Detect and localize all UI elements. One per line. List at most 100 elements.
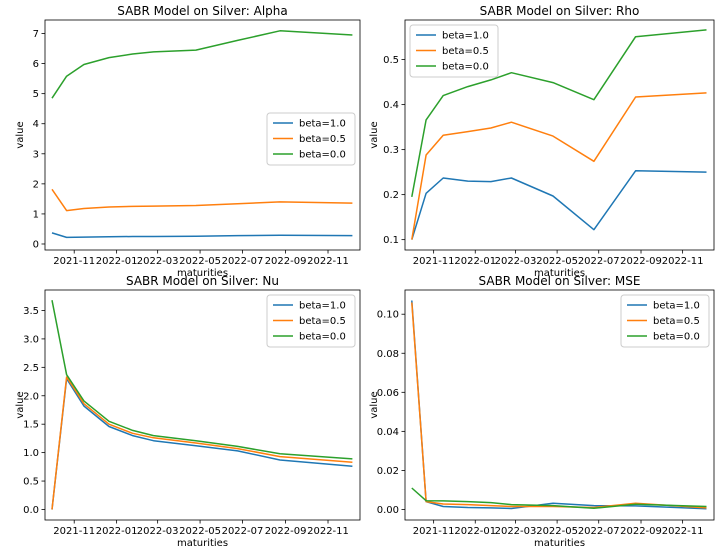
- y-tick-label: 0.10: [377, 310, 399, 321]
- y-tick-label: 0.06: [377, 388, 399, 399]
- legend-label: beta=0.0: [299, 332, 346, 343]
- series-line-beta=1.0: [51, 377, 353, 510]
- x-tick-label: 2022-07: [578, 526, 620, 537]
- y-tick-label: 2: [33, 179, 39, 190]
- x-tick-label: 2022-03: [137, 526, 179, 537]
- y-tick-label: 0.1: [383, 235, 399, 246]
- x-tick-label: 2021-11: [413, 256, 455, 267]
- x-axis-label: maturities: [177, 268, 228, 279]
- y-tick-label: 0.04: [377, 427, 399, 438]
- y-tick-label: 3: [33, 149, 39, 160]
- x-tick-label: 2022-09: [265, 526, 307, 537]
- x-tick-label: 2022-09: [620, 526, 662, 537]
- x-tick-label: 2022-09: [620, 256, 662, 267]
- legend-label: beta=1.0: [299, 119, 346, 130]
- legend: beta=1.0 beta=0.5 beta=0.0: [266, 294, 356, 348]
- series-line-beta=0.0: [51, 300, 353, 460]
- y-axis-label: value: [15, 121, 26, 148]
- y-tick-label: 2.0: [23, 391, 39, 402]
- legend-label: beta=0.5: [653, 316, 700, 327]
- y-tick-label: 3.5: [23, 306, 39, 317]
- series-line-beta=1.0: [411, 170, 707, 240]
- x-tick-label: 2022-03: [137, 256, 179, 267]
- x-tick-label: 2022-11: [662, 256, 704, 267]
- series-line-beta=0.5: [411, 302, 707, 509]
- y-axis-label: value: [15, 391, 26, 418]
- x-tick-label: 2022-03: [495, 526, 537, 537]
- x-tick-label: 2022-01: [454, 526, 496, 537]
- legend-label: beta=1.0: [653, 301, 700, 312]
- legend-label: beta=1.0: [442, 31, 489, 42]
- legend-label: beta=0.5: [299, 134, 346, 145]
- legend-label: beta=0.0: [653, 332, 700, 343]
- y-tick-label: 0.5: [383, 55, 399, 66]
- x-tick-label: 2022-07: [578, 256, 620, 267]
- x-axis-label: maturities: [534, 268, 585, 279]
- legend-label: beta=0.5: [442, 46, 489, 57]
- x-tick-label: 2022-03: [495, 256, 537, 267]
- x-tick-label: 2022-05: [179, 526, 221, 537]
- plot-frame: [44, 289, 361, 521]
- x-tick-label: 2022-01: [96, 526, 138, 537]
- y-tick-label: 0.3: [383, 145, 399, 156]
- legend-box: [266, 294, 356, 348]
- legend-label: beta=1.0: [299, 301, 346, 312]
- y-axis-label: value: [369, 391, 380, 418]
- y-tick-label: 0.08: [377, 349, 399, 360]
- x-tick-label: 2022-01: [454, 256, 496, 267]
- y-tick-label: 0.4: [383, 100, 399, 111]
- y-tick-label: 6: [33, 59, 39, 70]
- series-line-beta=0.5: [51, 188, 353, 212]
- y-tick-label: 1: [33, 209, 39, 220]
- legend: beta=1.0 beta=0.5 beta=0.0: [266, 112, 356, 166]
- y-tick-label: 3.0: [23, 334, 39, 345]
- plot-frame: [404, 289, 715, 521]
- legend-label: beta=0.0: [299, 150, 346, 161]
- x-tick-label: 2021-11: [53, 526, 95, 537]
- y-tick-label: 1.5: [23, 420, 39, 431]
- y-tick-label: 1.0: [23, 448, 39, 459]
- series-line-beta=1.0: [51, 232, 353, 239]
- y-axis-label: value: [369, 121, 380, 148]
- series-line-beta=0.0: [411, 29, 707, 198]
- plot-frame: [404, 19, 715, 251]
- y-tick-label: 0.02: [377, 466, 399, 477]
- y-tick-label: 0.2: [383, 190, 399, 201]
- chart-title: SABR Model on Silver: Nu: [126, 274, 279, 288]
- x-tick-label: 2022-07: [222, 256, 264, 267]
- y-tick-label: 0.5: [23, 477, 39, 488]
- chart-title: SABR Model on Silver: MSE: [479, 274, 641, 288]
- x-tick-label: 2022-05: [536, 256, 578, 267]
- series-line-beta=0.0: [51, 30, 353, 99]
- y-tick-label: 5: [33, 89, 39, 100]
- legend-label: beta=0.0: [442, 62, 489, 73]
- x-axis-label: maturities: [177, 538, 228, 549]
- x-tick-label: 2022-09: [265, 256, 307, 267]
- y-tick-label: 7: [33, 29, 39, 40]
- x-tick-label: 2021-11: [413, 526, 455, 537]
- series-line-beta=0.5: [411, 92, 707, 240]
- y-tick-label: 4: [33, 119, 39, 130]
- x-tick-label: 2022-05: [536, 526, 578, 537]
- x-tick-label: 2022-05: [179, 256, 221, 267]
- x-axis-label: maturities: [534, 538, 585, 549]
- series-line-beta=0.5: [51, 376, 353, 510]
- legend-label: beta=0.5: [299, 316, 346, 327]
- legend-box: [620, 294, 710, 348]
- series-line-beta=0.0: [411, 487, 707, 510]
- x-tick-label: 2022-07: [222, 526, 264, 537]
- y-tick-label: 0.00: [377, 505, 399, 516]
- plot-frame: [44, 19, 361, 251]
- x-tick-label: 2021-11: [53, 256, 95, 267]
- y-tick-label: 0.0: [23, 505, 39, 516]
- y-tick-label: 0: [33, 239, 39, 250]
- y-tick-label: 2.5: [23, 363, 39, 374]
- x-tick-label: 2022-01: [96, 256, 138, 267]
- x-tick-label: 2022-11: [662, 526, 704, 537]
- legend: beta=1.0 beta=0.5 beta=0.0: [620, 294, 710, 348]
